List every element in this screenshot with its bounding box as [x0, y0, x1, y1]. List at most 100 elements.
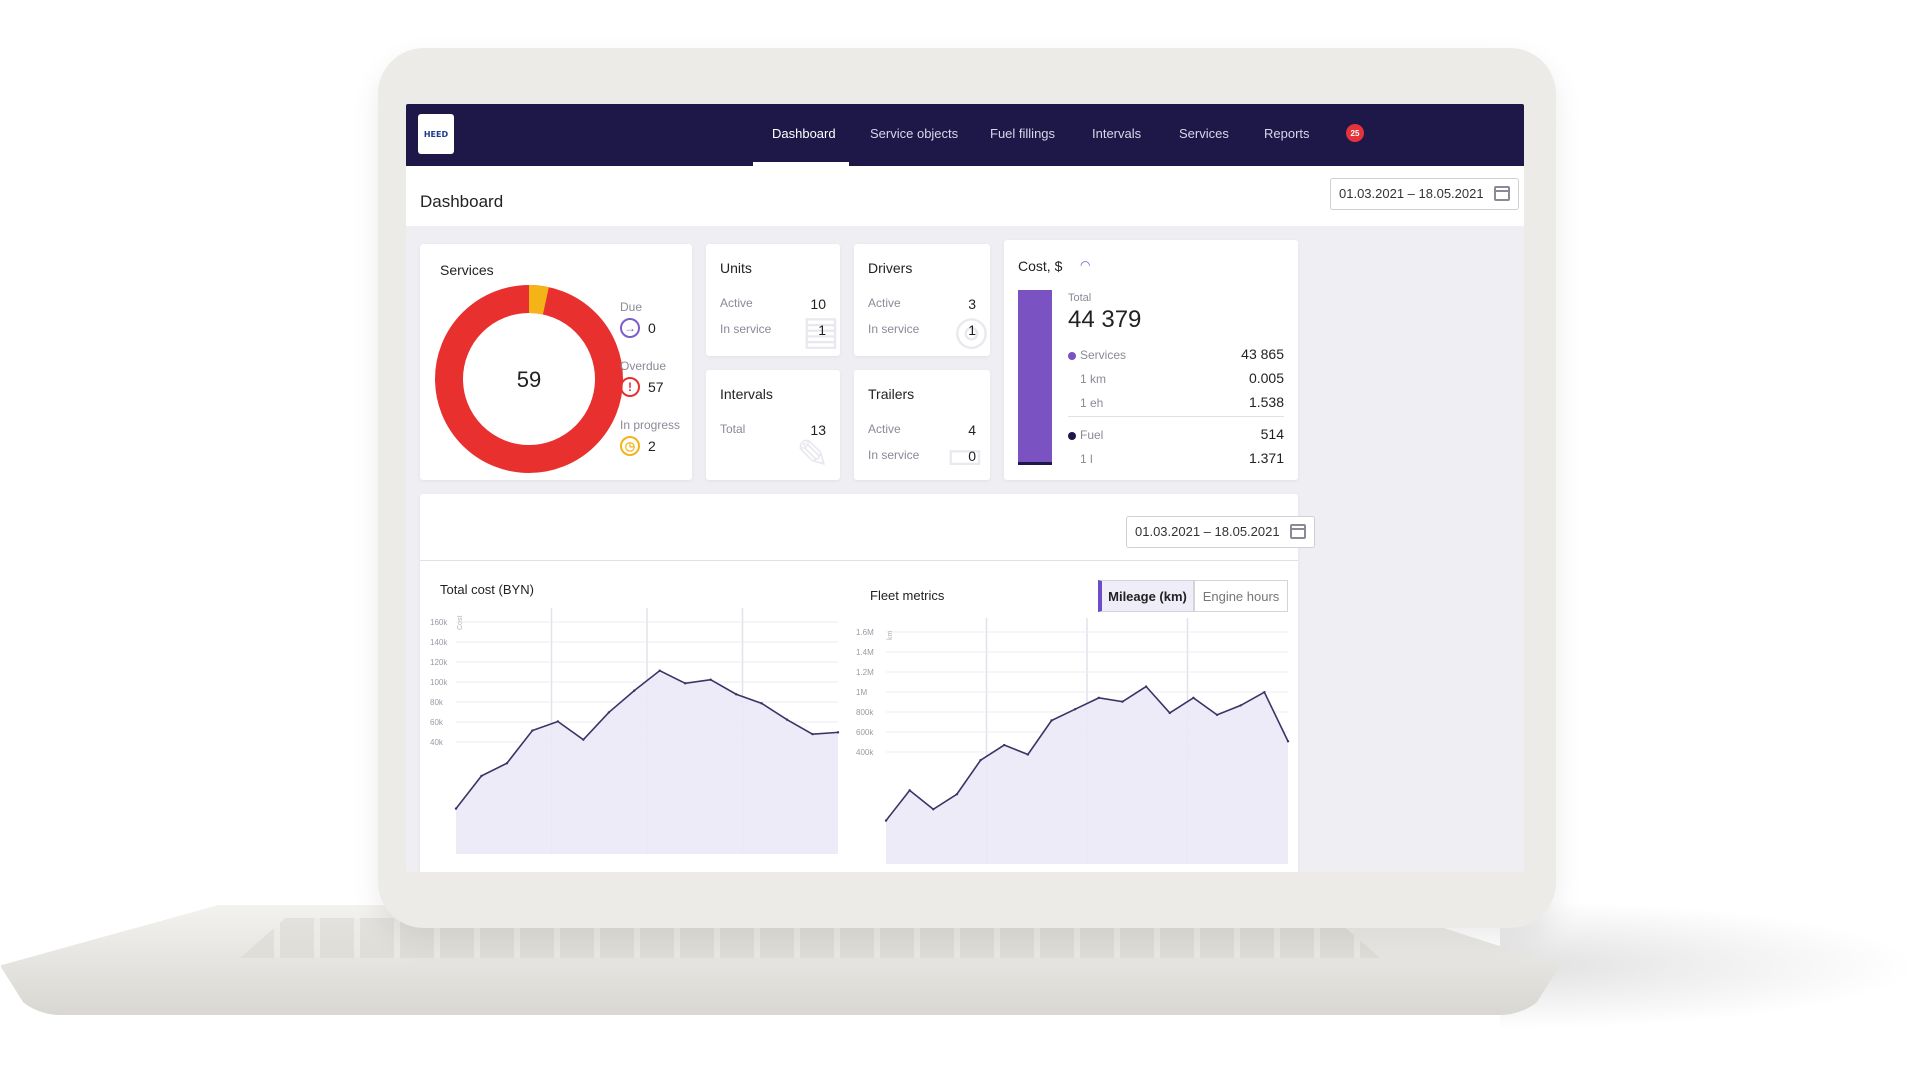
- series-area: [886, 686, 1288, 864]
- series-point: [1286, 740, 1290, 743]
- header-date-range-text: 01.03.2021 – 18.05.2021: [1339, 186, 1484, 201]
- trailers-in-service-value: 0: [968, 448, 976, 464]
- total-cost-area-chart: 160k 140k 120k 100k 80k 60k 40k Cost: [430, 608, 840, 854]
- nav-service-objects[interactable]: Service objects: [870, 126, 959, 141]
- series-point: [955, 792, 959, 796]
- mileage-toggle-button[interactable]: Mileage (km): [1098, 580, 1194, 612]
- series-point: [505, 762, 509, 765]
- in-progress-value: 2: [648, 438, 656, 454]
- series-point: [658, 669, 661, 672]
- cost-total-label: Total: [1068, 292, 1092, 304]
- series-point: [1239, 704, 1242, 707]
- cost-km-label: 1 km: [1080, 372, 1107, 386]
- app-logo[interactable]: HEED: [418, 114, 454, 154]
- wrench-watermark-icon: ✎: [796, 433, 830, 477]
- overdue-value: 57: [648, 379, 664, 395]
- cost-services-label: Services: [1068, 348, 1126, 362]
- y-tick-label: 400k: [856, 748, 874, 757]
- calendar-icon: [1493, 186, 1510, 201]
- cost-eh-value: 1.538: [1248, 394, 1284, 410]
- series-point: [734, 693, 738, 696]
- top-nav: HEED Dashboard Service objects Fuel fill…: [406, 104, 1524, 166]
- units-active-value: 10: [810, 296, 826, 312]
- units-title: Units: [720, 260, 752, 276]
- y-tick-label: 600k: [856, 728, 874, 737]
- notifications-bell-icon[interactable]: 25: [1346, 124, 1364, 142]
- series-point: [1121, 700, 1124, 703]
- y-tick-label: 140k: [430, 638, 448, 647]
- series-point: [932, 808, 935, 811]
- trailers-active-value: 4: [968, 422, 976, 438]
- series-point: [454, 807, 458, 810]
- nav-fuel-fillings[interactable]: Fuel fillings: [990, 126, 1056, 141]
- page-title: Dashboard: [420, 192, 504, 211]
- series-point: [684, 682, 687, 685]
- logo-text: HEED: [423, 129, 449, 139]
- series-point: [709, 678, 712, 681]
- notifications-count: 25: [1350, 128, 1360, 138]
- engine-hours-toggle-button[interactable]: Engine hours: [1194, 580, 1288, 612]
- services-card: Services 59 Due → 0 Overdue ! 57 In prog…: [420, 244, 692, 480]
- due-value: 0: [648, 320, 656, 336]
- screen: HEED Dashboard Service objects Fuel fill…: [406, 104, 1524, 872]
- series-point: [760, 702, 763, 705]
- y-tick-label: 60k: [430, 718, 444, 727]
- cost-card: Cost, $ ◠ Total 44 379 Services 43 865 1…: [1004, 240, 1298, 480]
- series-point: [1144, 685, 1148, 688]
- nav-intervals[interactable]: Intervals: [1092, 126, 1142, 141]
- y-tick-label: 120k: [430, 658, 448, 667]
- arrow-right-icon: →: [620, 318, 640, 338]
- series-point: [811, 732, 814, 736]
- charts-date-range-text: 01.03.2021 – 18.05.2021: [1135, 524, 1280, 539]
- y-tick-label: 1.2M: [856, 668, 874, 677]
- nav-reports[interactable]: Reports: [1264, 126, 1310, 141]
- y-tick-label: 160k: [430, 618, 448, 627]
- series-point: [1026, 753, 1030, 756]
- series-line: [885, 685, 1289, 822]
- clock-icon: ◷: [620, 436, 640, 456]
- y-tick-label: 80k: [430, 698, 444, 707]
- cost-services-bar: [1018, 290, 1052, 464]
- charts-panel: 01.03.2021 – 18.05.2021 Total cost (BYN)…: [420, 494, 1315, 872]
- series-point: [607, 711, 610, 714]
- cost-km-value: 0.005: [1248, 370, 1284, 386]
- steering-wheel-watermark-icon: ◎: [954, 309, 989, 353]
- series-point: [908, 789, 911, 792]
- y-tick-label: 800k: [856, 708, 874, 717]
- overdue-label: Overdue: [620, 359, 667, 373]
- due-label: Due: [620, 300, 643, 314]
- intervals-card: ✎ Intervals Total 13: [706, 370, 840, 480]
- fleet-metrics-chart-title: Fleet metrics: [870, 588, 945, 603]
- fuel-dot: [1068, 431, 1076, 440]
- intervals-total-label: Total: [720, 422, 746, 436]
- units-active-label: Active: [720, 296, 753, 310]
- trailers-active-label: Active: [868, 422, 901, 436]
- series-point: [582, 738, 585, 741]
- cost-l-label: 1 l: [1080, 452, 1093, 466]
- cost-services-label-text: Services: [1080, 348, 1127, 362]
- cost-title: Cost, $: [1018, 258, 1063, 274]
- in-progress-label: In progress: [620, 418, 681, 432]
- charts-divider: [420, 560, 1298, 561]
- nav-services[interactable]: Services: [1179, 126, 1229, 141]
- units-in-service-value: 1: [818, 322, 826, 338]
- series-point: [1050, 719, 1053, 722]
- drivers-title: Drivers: [868, 260, 913, 276]
- series-point: [556, 720, 560, 723]
- services-total: 59: [517, 367, 541, 392]
- cost-fuel-bar: [1018, 462, 1052, 465]
- nav-active-indicator: [753, 162, 849, 166]
- header-date-range-picker[interactable]: 01.03.2021 – 18.05.2021: [1330, 178, 1519, 210]
- nav-dashboard[interactable]: Dashboard: [772, 126, 836, 141]
- services-donut-chart: 59: [435, 285, 623, 473]
- units-card: ▤ Units Active 10 In service 1: [706, 244, 840, 356]
- drivers-active-value: 3: [968, 296, 976, 312]
- laptop-shadow: [1500, 900, 1920, 1030]
- calendar-icon: [1289, 524, 1306, 539]
- units-in-service-label: In service: [720, 322, 772, 336]
- title-bar: Dashboard 01.03.2021 – 18.05.2021: [406, 166, 1524, 226]
- charts-date-range-picker[interactable]: 01.03.2021 – 18.05.2021: [1126, 516, 1315, 548]
- cost-total-value: 44 379: [1068, 306, 1142, 333]
- series-point: [1168, 711, 1171, 715]
